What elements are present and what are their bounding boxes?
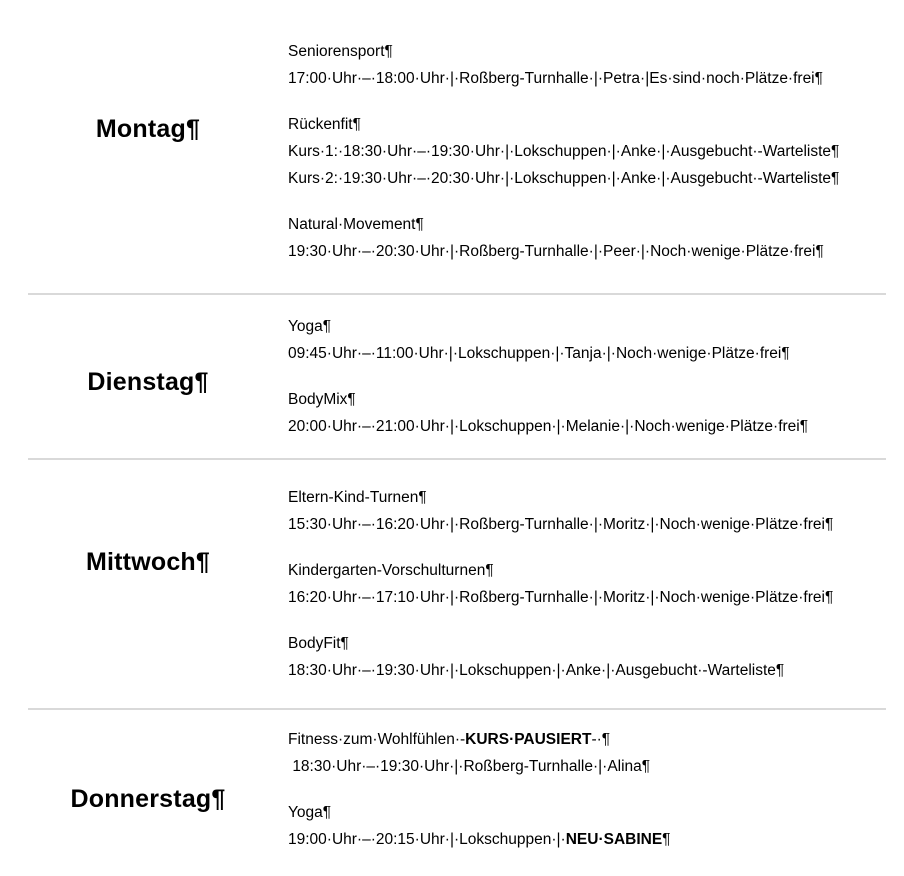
course-title-line: BodyFit¶ xyxy=(288,630,882,657)
text-segment: 18:30·Uhr·–·19:30·Uhr·|·Roßberg-Turnhall… xyxy=(288,758,651,775)
courses-cell: Fitness·zum·Wohlfühlen·-KURS·PAUSIERT-·¶… xyxy=(268,710,886,871)
text-segment: 18:30·Uhr·–·19:30·Uhr·|·Lokschuppen·|·An… xyxy=(288,662,785,679)
course-title-line: Rückenfit¶ xyxy=(288,111,882,138)
course-detail-line: Kurs·2:·19:30·Uhr·–·20:30·Uhr·|·Lokschup… xyxy=(288,165,882,192)
text-segment: Rückenfit¶ xyxy=(288,116,361,133)
text-segment: 16:20·Uhr·–·17:10·Uhr·|·Roßberg-Turnhall… xyxy=(288,589,834,606)
day-row-4: Donnerstag¶ Fitness·zum·Wohlfühlen·-KURS·… xyxy=(28,710,886,871)
text-segment: Kurs·2:·19:30·Uhr·–·20:30·Uhr·|·Lokschup… xyxy=(288,170,840,187)
day-name-cell: Donnerstag¶ xyxy=(28,710,268,871)
day-name-cell: Dienstag¶ xyxy=(28,295,268,458)
bold-text-segment: KURS·PAUSIERT xyxy=(465,731,592,748)
course-title-line: Fitness·zum·Wohlfühlen·-KURS·PAUSIERT-·¶ xyxy=(288,726,882,753)
course-group: Yoga¶ 09:45·Uhr·–·11:00·Uhr·|·Lokschuppen… xyxy=(288,313,882,367)
course-detail-line: 18:30·Uhr·–·19:30·Uhr·|·Roßberg-Turnhall… xyxy=(288,753,882,780)
course-title-line: Eltern-Kind-Turnen¶ xyxy=(288,484,882,511)
course-detail-line: 19:30·Uhr·–·20:30·Uhr·|·Roßberg-Turnhall… xyxy=(288,238,882,265)
course-detail-line: 20:00·Uhr·–·21:00·Uhr·|·Lokschuppen·|·Me… xyxy=(288,413,882,440)
text-segment: -·¶ xyxy=(591,731,611,748)
course-group: Fitness·zum·Wohlfühlen·-KURS·PAUSIERT-·¶… xyxy=(288,726,882,780)
course-detail-line: 15:30·Uhr·–·16:20·Uhr·|·Roßberg-Turnhall… xyxy=(288,511,882,538)
text-segment: 19:00·Uhr·–·20:15·Uhr·|·Lokschuppen·|· xyxy=(288,831,566,848)
day-row-1: Montag¶ Seniorensport¶ 17:00·Uhr·–·18:00·U… xyxy=(28,0,886,295)
course-detail-line: Kurs·1:·18:30·Uhr·–·19:30·Uhr·|·Lokschup… xyxy=(288,138,882,165)
text-segment: Fitness·zum·Wohlfühlen·- xyxy=(288,731,466,748)
course-detail-line: 17:00·Uhr·–·18:00·Uhr·|·Roßberg-Turnhall… xyxy=(288,65,882,92)
courses-cell: Seniorensport¶ 17:00·Uhr·–·18:00·Uhr·|·Ro… xyxy=(268,0,886,293)
course-group: Seniorensport¶ 17:00·Uhr·–·18:00·Uhr·|·Ro… xyxy=(288,38,882,92)
day-name-cell: Mittwoch¶ xyxy=(28,460,268,708)
course-group: Yoga¶ 19:00·Uhr·–·20:15·Uhr·|·Lokschuppen… xyxy=(288,799,882,853)
day-name-label: Mittwoch¶ xyxy=(85,547,211,576)
text-segment: Eltern-Kind-Turnen¶ xyxy=(288,489,427,506)
course-group: Natural·Movement¶ 19:30·Uhr·–·20:30·Uhr·|… xyxy=(288,211,882,265)
text-segment: 15:30·Uhr·–·16:20·Uhr·|·Roßberg-Turnhall… xyxy=(288,516,834,533)
text-segment: BodyFit¶ xyxy=(288,635,349,652)
course-detail-line: 09:45·Uhr·–·11:00·Uhr·|·Lokschuppen·|·Ta… xyxy=(288,340,882,367)
text-segment: 19:30·Uhr·–·20:30·Uhr·|·Roßberg-Turnhall… xyxy=(288,243,824,260)
day-name-label: Dienstag¶ xyxy=(87,368,209,396)
course-title-line: Natural·Movement¶ xyxy=(288,211,882,238)
day-row-3: Mittwoch¶ Eltern-Kind-Turnen¶ 15:30·Uhr·–·… xyxy=(28,460,886,710)
text-segment: Natural·Movement¶ xyxy=(288,216,424,233)
course-group: Kindergarten-Vorschulturnen¶ 16:20·Uhr·–·… xyxy=(288,557,882,611)
course-title-line: Yoga¶ xyxy=(288,799,882,826)
course-title-line: BodyMix¶ xyxy=(288,386,882,413)
text-segment: Kurs·1:·18:30·Uhr·–·19:30·Uhr·|·Lokschup… xyxy=(288,143,840,160)
text-segment: 20:00·Uhr·–·21:00·Uhr·|·Lokschuppen·|·Me… xyxy=(288,418,809,435)
course-detail-line: 18:30·Uhr·–·19:30·Uhr·|·Lokschuppen·|·An… xyxy=(288,657,882,684)
text-segment: Seniorensport¶ xyxy=(288,43,393,60)
text-segment: 17:00·Uhr·–·18:00·Uhr·|·Roßberg-Turnhall… xyxy=(288,70,823,87)
course-group: Eltern-Kind-Turnen¶ 15:30·Uhr·–·16:20·Uhr… xyxy=(288,484,882,538)
text-segment: 09:45·Uhr·–·11:00·Uhr·|·Lokschuppen·|·Ta… xyxy=(288,345,790,362)
text-segment: Yoga¶ xyxy=(288,318,332,335)
courses-cell: Eltern-Kind-Turnen¶ 15:30·Uhr·–·16:20·Uhr… xyxy=(268,460,886,708)
course-title-line: Kindergarten-Vorschulturnen¶ xyxy=(288,557,882,584)
course-schedule-table: Montag¶ Seniorensport¶ 17:00·Uhr·–·18:00·U… xyxy=(28,0,886,871)
day-name-label: Donnerstag¶ xyxy=(70,785,226,813)
course-title-line: Seniorensport¶ xyxy=(288,38,882,65)
day-name-cell: Montag¶ xyxy=(28,0,268,293)
day-row-2: Dienstag¶ Yoga¶ 09:45·Uhr·–·11:00·Uhr·|·Lo… xyxy=(28,295,886,460)
course-group: BodyFit¶ 18:30·Uhr·–·19:30·Uhr·|·Lokschup… xyxy=(288,630,882,684)
course-detail-line: 19:00·Uhr·–·20:15·Uhr·|·Lokschuppen·|·NE… xyxy=(288,826,882,853)
day-name-label: Montag¶ xyxy=(95,115,201,143)
bold-text-segment: NEU·SABINE xyxy=(565,831,663,848)
course-group: Rückenfit¶ Kurs·1:·18:30·Uhr·–·19:30·Uhr·… xyxy=(288,111,882,192)
course-group: BodyMix¶ 20:00·Uhr·–·21:00·Uhr·|·Lokschup… xyxy=(288,386,882,440)
courses-cell: Yoga¶ 09:45·Uhr·–·11:00·Uhr·|·Lokschuppen… xyxy=(268,295,886,458)
text-segment: Kindergarten-Vorschulturnen¶ xyxy=(288,562,494,579)
course-title-line: Yoga¶ xyxy=(288,313,882,340)
text-segment: ¶ xyxy=(662,831,671,848)
text-segment: Yoga¶ xyxy=(288,804,332,821)
text-segment: BodyMix¶ xyxy=(288,391,356,408)
course-detail-line: 16:20·Uhr·–·17:10·Uhr·|·Roßberg-Turnhall… xyxy=(288,584,882,611)
